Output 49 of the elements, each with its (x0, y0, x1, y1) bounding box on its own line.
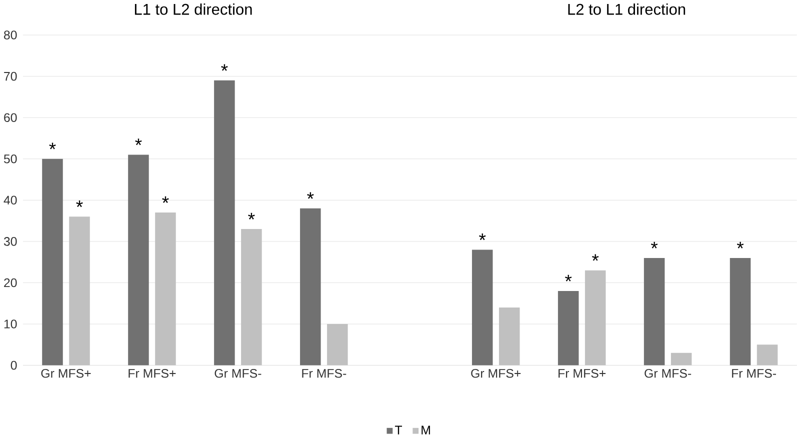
bar (670, 352, 692, 366)
x-tick-label: Gr MFS+ (471, 368, 521, 378)
bar (472, 250, 493, 366)
y-tick-label: 0 (10, 360, 17, 370)
data-label: * (49, 142, 56, 150)
x-tick-label: Gr MFS+ (41, 368, 91, 378)
data-label: * (565, 274, 572, 282)
bar (498, 307, 520, 366)
bar (327, 324, 348, 366)
text: L2 to L1 direction (568, 3, 686, 15)
data-label: * (76, 200, 83, 208)
bar (69, 216, 90, 366)
x-tick-label: Fr MFS+ (558, 368, 606, 378)
data-label: * (650, 242, 658, 248)
text: L1 to L2 direction (134, 3, 252, 15)
y-tick-label: 30 (4, 237, 17, 246)
data-label: * (135, 138, 142, 146)
y-tick-label: 40 (4, 196, 17, 205)
bar (300, 208, 321, 366)
data-label: * (221, 64, 228, 71)
data-label: * (736, 242, 744, 248)
bar (42, 158, 63, 366)
y-tick-label: 20 (4, 278, 17, 288)
legend-label: M (422, 426, 430, 434)
y-tick-label: 10 (4, 320, 17, 328)
y-tick-label: 70 (4, 72, 17, 81)
bar (558, 290, 579, 366)
legend-label: T (394, 426, 402, 434)
x-tick-label: Gr MFS- (214, 368, 262, 378)
data-label: * (162, 196, 169, 203)
bar (584, 270, 606, 366)
data-label: * (307, 192, 314, 199)
bar (241, 229, 262, 366)
x-tick-label: Gr MFS- (644, 368, 692, 378)
y-tick-label: 80 (4, 30, 17, 40)
x-tick-label: Fr MFS- (302, 368, 346, 378)
bar (214, 80, 235, 366)
data-label: * (248, 212, 255, 220)
bar (644, 258, 665, 366)
bar (730, 258, 751, 366)
y-tick-label: 50 (4, 154, 17, 164)
x-tick-label: Fr MFS+ (128, 368, 176, 378)
data-label: * (479, 234, 486, 240)
y-tick-label: 60 (4, 113, 17, 122)
bar (155, 212, 176, 366)
bar (128, 154, 149, 366)
x-tick-label: Fr MFS- (732, 368, 776, 378)
bar (756, 344, 778, 366)
data-label: * (592, 254, 599, 261)
